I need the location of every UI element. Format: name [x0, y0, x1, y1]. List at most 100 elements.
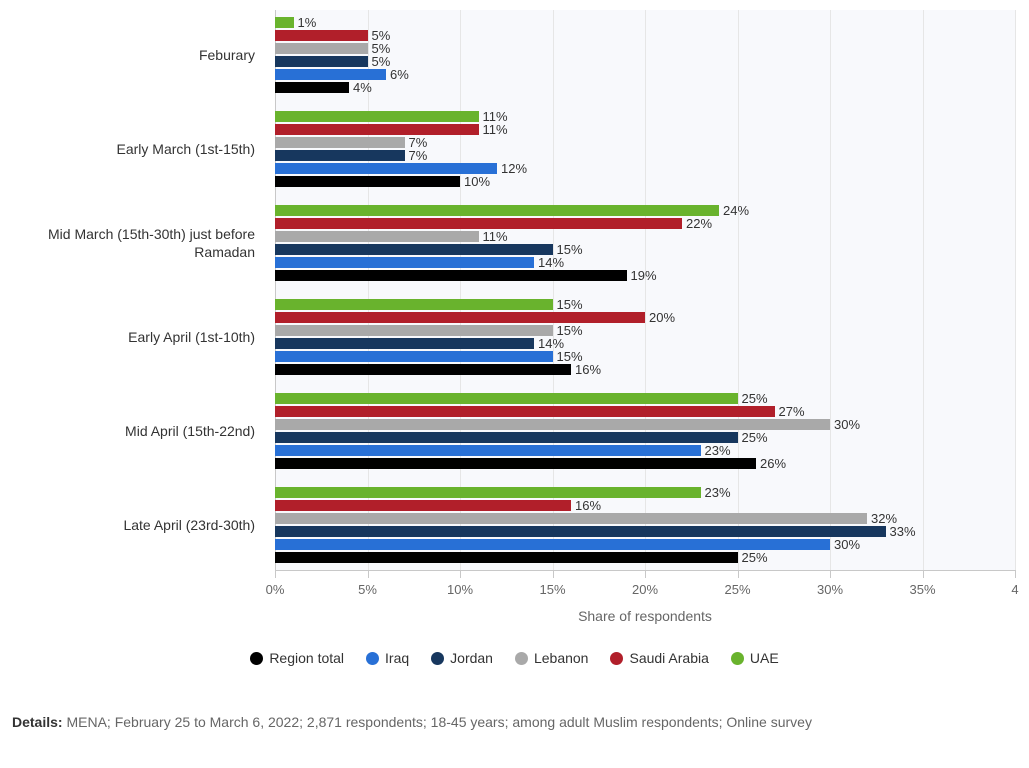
grid-line	[923, 10, 924, 570]
bar-value-label: 5%	[372, 43, 391, 54]
category-label: Mid April (15th-22nd)	[0, 413, 265, 449]
legend-label: UAE	[750, 650, 779, 666]
bar	[275, 500, 571, 511]
bar-value-label: 27%	[779, 406, 805, 417]
legend-label: Lebanon	[534, 650, 589, 666]
bar-value-label: 1%	[298, 17, 317, 28]
bar-value-label: 15%	[557, 325, 583, 336]
bar-value-label: 12%	[501, 163, 527, 174]
x-axis-title: Share of respondents	[275, 608, 1015, 624]
bar	[275, 82, 349, 93]
bar-value-label: 16%	[575, 364, 601, 375]
legend-item: Lebanon	[515, 650, 589, 666]
legend-swatch	[731, 652, 744, 665]
bar	[275, 299, 553, 310]
legend-label: Region total	[269, 650, 344, 666]
bar-value-label: 24%	[723, 205, 749, 216]
bar	[275, 137, 405, 148]
bar	[275, 393, 738, 404]
x-tick	[460, 570, 461, 578]
grid-line	[460, 10, 461, 570]
x-tick-label: 20%	[632, 582, 658, 597]
x-tick	[738, 570, 739, 578]
details-prefix: Details:	[12, 714, 63, 730]
legend-swatch	[431, 652, 444, 665]
bar-value-label: 33%	[890, 526, 916, 537]
grid-line	[1015, 10, 1016, 570]
x-tick-label: 35%	[909, 582, 935, 597]
bar-value-label: 11%	[483, 124, 508, 135]
bar-value-label: 11%	[483, 111, 508, 122]
plot-area	[275, 10, 1015, 570]
legend-label: Jordan	[450, 650, 493, 666]
bar	[275, 111, 479, 122]
bar-value-label: 32%	[871, 513, 897, 524]
x-tick	[368, 570, 369, 578]
bar	[275, 56, 368, 67]
bar-value-label: 22%	[686, 218, 712, 229]
x-tick-label: 30%	[817, 582, 843, 597]
category-label: Early April (1st-10th)	[0, 319, 265, 355]
bar	[275, 445, 701, 456]
bar	[275, 351, 553, 362]
legend-item: UAE	[731, 650, 779, 666]
details-body: MENA; February 25 to March 6, 2022; 2,87…	[66, 714, 812, 730]
bar-value-label: 23%	[705, 487, 731, 498]
x-tick	[645, 570, 646, 578]
x-tick-label: 25%	[724, 582, 750, 597]
bar	[275, 406, 775, 417]
bar	[275, 176, 460, 187]
bar	[275, 338, 534, 349]
bar	[275, 552, 738, 563]
bar-value-label: 20%	[649, 312, 675, 323]
bar	[275, 69, 386, 80]
category-label: Late April (23rd-30th)	[0, 507, 265, 543]
bar-value-label: 19%	[631, 270, 657, 281]
category-label: Early March (1st-15th)	[0, 131, 265, 167]
bar-value-label: 15%	[557, 299, 583, 310]
bar	[275, 325, 553, 336]
category-label: Mid March (15th-30th) just before Ramada…	[0, 225, 265, 261]
bar	[275, 124, 479, 135]
bar	[275, 539, 830, 550]
bar-value-label: 15%	[557, 351, 583, 362]
bar	[275, 43, 368, 54]
bar-value-label: 5%	[372, 30, 391, 41]
bar	[275, 487, 701, 498]
bar	[275, 163, 497, 174]
bar-value-label: 10%	[464, 176, 490, 187]
x-tick-label: 4	[1011, 582, 1018, 597]
bar-value-label: 11%	[483, 231, 508, 242]
legend-swatch	[610, 652, 623, 665]
bar	[275, 526, 886, 537]
bar-value-label: 26%	[760, 458, 786, 469]
legend-item: Region total	[250, 650, 344, 666]
bar	[275, 270, 627, 281]
y-axis-line	[275, 10, 276, 570]
x-tick	[1015, 570, 1016, 578]
bar	[275, 458, 756, 469]
bar	[275, 312, 645, 323]
bar	[275, 231, 479, 242]
legend-item: Saudi Arabia	[610, 650, 708, 666]
legend-item: Jordan	[431, 650, 493, 666]
bar	[275, 218, 682, 229]
legend-label: Iraq	[385, 650, 409, 666]
x-tick	[553, 570, 554, 578]
x-tick	[923, 570, 924, 578]
bar	[275, 513, 867, 524]
bar	[275, 205, 719, 216]
bar-value-label: 7%	[409, 137, 428, 148]
bar-value-label: 25%	[742, 432, 768, 443]
chart-container: 0%5%10%15%20%25%30%35%4Feburary1%5%5%5%6…	[0, 0, 1029, 768]
bar-value-label: 15%	[557, 244, 583, 255]
details-text: Details: MENA; February 25 to March 6, 2…	[12, 712, 1017, 732]
category-label: Feburary	[0, 37, 265, 73]
bar	[275, 150, 405, 161]
bar	[275, 419, 830, 430]
bar	[275, 17, 294, 28]
bar	[275, 244, 553, 255]
grid-line	[830, 10, 831, 570]
bar-value-label: 30%	[834, 419, 860, 430]
legend-swatch	[250, 652, 263, 665]
